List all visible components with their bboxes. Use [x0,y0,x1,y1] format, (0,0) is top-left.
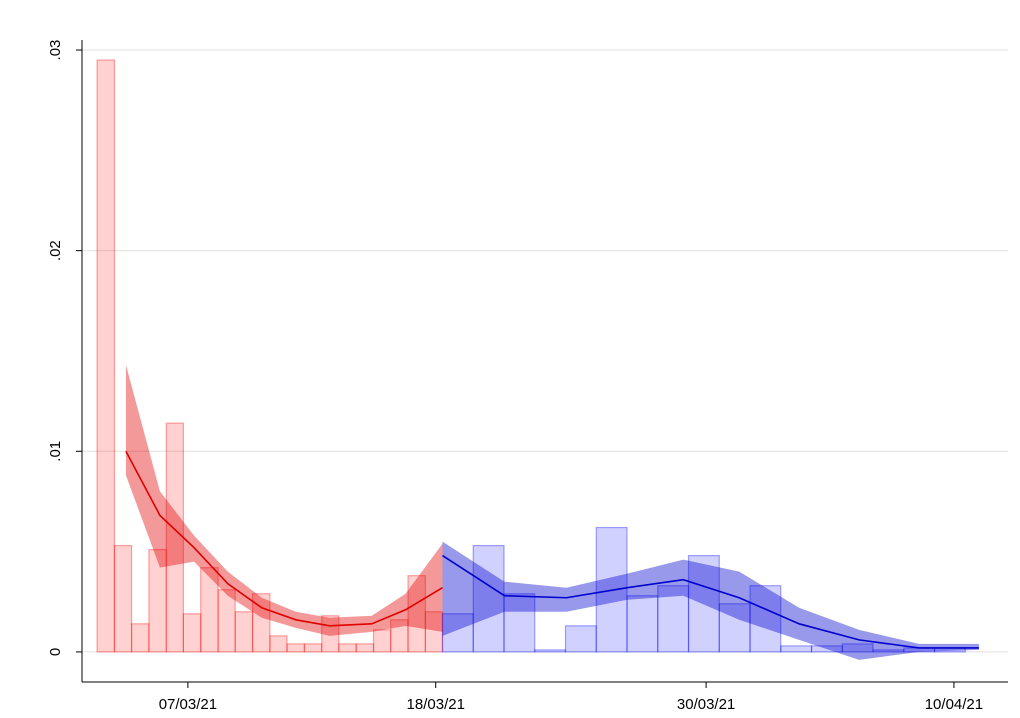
x-tick-label: 07/03/21 [159,696,217,713]
histogram-bar [407,575,426,653]
histogram-bar [534,649,567,653]
histogram-bar [96,59,116,653]
histogram-bar [718,603,751,653]
histogram-bar [780,645,813,653]
histogram-bar [872,649,905,653]
histogram-bar [424,611,444,653]
histogram-bar [355,643,375,653]
histogram-bar [217,589,236,653]
histogram-bar [130,623,150,653]
histogram-bar [200,567,219,653]
histogram-bar [182,613,202,653]
histogram-bar [286,643,305,653]
y-tick-label: .03 [47,40,64,61]
confidence-band [125,365,443,636]
histogram-bar [564,625,597,653]
fit-line [125,450,443,627]
y-tick-label: .01 [47,441,64,462]
confidence-band [442,541,979,660]
histogram-bar [441,613,474,653]
x-tick-label: 30/03/21 [677,696,735,713]
histogram-bar [372,629,392,653]
histogram-bar [687,555,720,653]
histogram-bar [810,645,843,653]
histogram-bar [234,611,254,653]
histogram-bar [269,635,288,653]
histogram-bar [626,595,659,653]
x-tick-label: 18/03/21 [407,696,465,713]
fit-line [442,554,979,649]
histogram-bar [472,544,505,653]
y-tick-label: .02 [47,240,64,261]
histogram-bar [657,585,690,653]
histogram-bar [841,643,874,653]
histogram-bar [390,619,409,653]
histogram-bar [503,593,536,653]
histogram-bar [338,643,357,653]
histogram-bar [148,548,167,653]
histogram-bar [113,544,133,653]
histogram-bar [749,585,782,653]
histogram-bar [303,643,323,653]
y-tick-label: 0 [47,648,64,656]
x-tick-label: 10/04/21 [925,696,983,713]
